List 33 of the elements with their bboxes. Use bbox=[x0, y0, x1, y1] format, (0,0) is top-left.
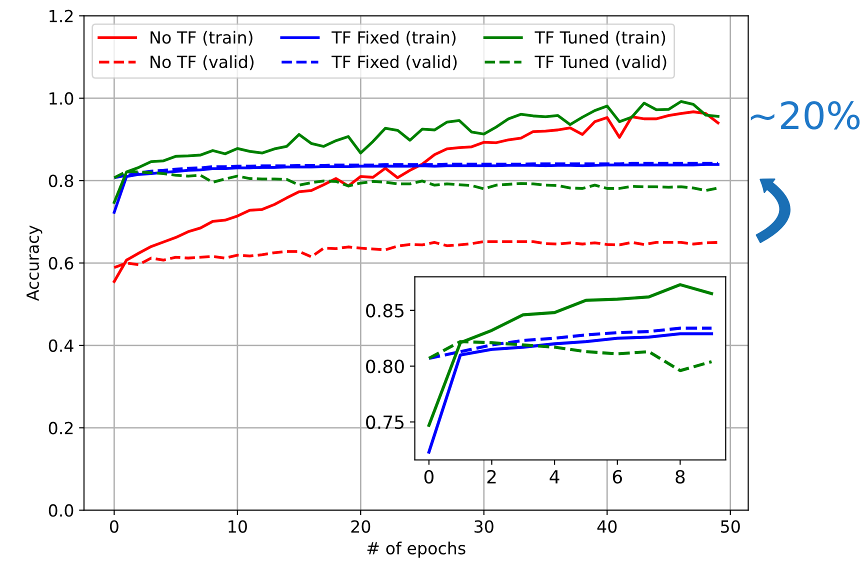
x-tick-label: 6 bbox=[612, 470, 622, 484]
x-tick-label: 0 bbox=[110, 520, 118, 533]
text: ~20% bbox=[750, 101, 860, 130]
legend-label: No TF (valid) bbox=[150, 55, 254, 70]
y-tick-label: 1.0 bbox=[50, 92, 74, 105]
y-tick-label: 0.75 bbox=[366, 415, 404, 430]
y-tick-label: 0.0 bbox=[48, 504, 74, 517]
x-tick-label: 50 bbox=[721, 520, 740, 533]
x-tick-label: 4 bbox=[550, 470, 560, 484]
x-tick-label: 20 bbox=[351, 520, 370, 533]
x-tick-label: 40 bbox=[597, 520, 617, 533]
x-axis-title: # of epochs bbox=[367, 542, 466, 558]
y-tick-label: 0.8 bbox=[48, 174, 74, 188]
legend-label: No TF (train) bbox=[150, 30, 252, 46]
line-series bbox=[112, 110, 720, 283]
line-series bbox=[427, 283, 714, 427]
legend-label: TF Fixed (valid) bbox=[332, 55, 457, 70]
x-tick-label: 2 bbox=[487, 470, 496, 484]
legend-label: TF Tuned (train) bbox=[534, 30, 666, 46]
legend-label: TF Tuned (valid) bbox=[534, 55, 666, 70]
x-tick-label: 30 bbox=[474, 520, 494, 533]
x-tick-label: 10 bbox=[228, 520, 247, 533]
x-tick-label: 8 bbox=[676, 470, 685, 484]
y-tick-label: 0.2 bbox=[48, 422, 73, 434]
y-tick-label: 0.85 bbox=[366, 304, 404, 318]
y-axis-title: Accuracy bbox=[26, 225, 42, 301]
line-series bbox=[112, 100, 720, 204]
y-tick-label: 0.6 bbox=[48, 256, 74, 270]
y-tick-label: 0.4 bbox=[48, 339, 74, 352]
legend-label: TF Fixed (train) bbox=[332, 30, 456, 46]
y-tick-label: 0.80 bbox=[366, 360, 404, 374]
x-tick-label: 0 bbox=[424, 470, 434, 484]
y-tick-label: 1.2 bbox=[50, 10, 73, 22]
